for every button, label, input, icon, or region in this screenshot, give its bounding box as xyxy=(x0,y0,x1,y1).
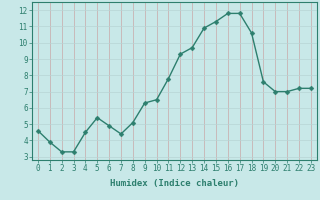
X-axis label: Humidex (Indice chaleur): Humidex (Indice chaleur) xyxy=(110,179,239,188)
